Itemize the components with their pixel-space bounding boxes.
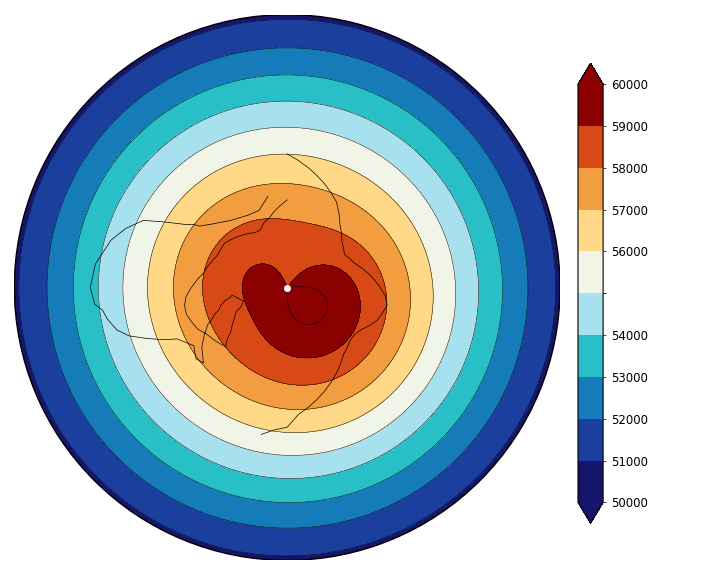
Point bbox=[281, 283, 293, 292]
PathPatch shape bbox=[578, 503, 603, 523]
Point bbox=[281, 283, 293, 292]
Point bbox=[281, 283, 293, 292]
Point bbox=[281, 283, 293, 292]
Point bbox=[281, 283, 293, 292]
Point bbox=[281, 283, 293, 292]
Point bbox=[281, 283, 293, 292]
Point bbox=[281, 283, 293, 292]
Point bbox=[281, 283, 293, 292]
Point bbox=[281, 283, 293, 292]
PathPatch shape bbox=[578, 63, 603, 84]
Point bbox=[281, 283, 293, 292]
Point bbox=[281, 283, 293, 292]
